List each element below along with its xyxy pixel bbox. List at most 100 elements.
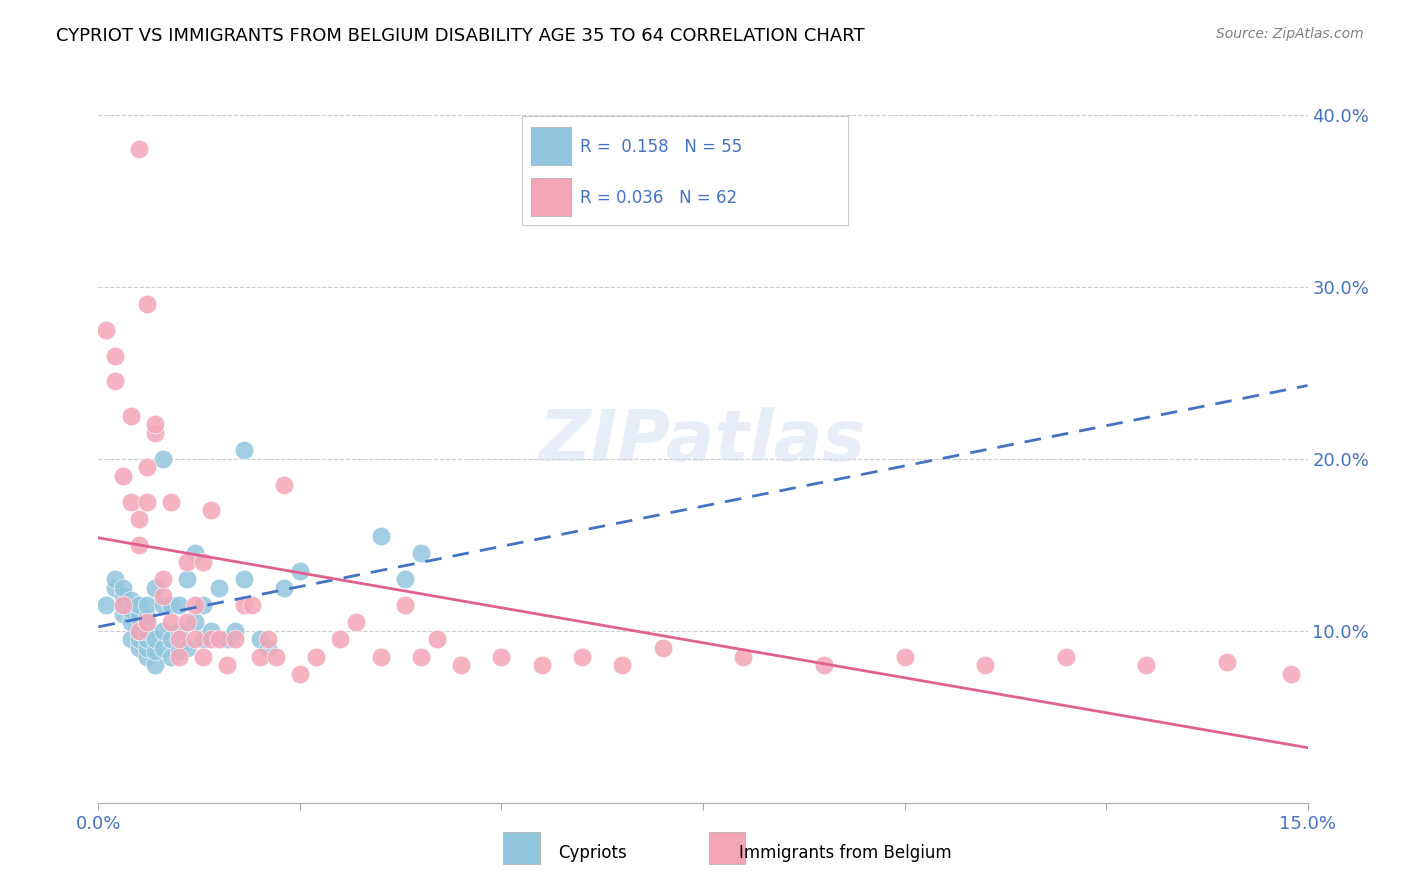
Point — [217, 658, 239, 673]
Point — [111, 469, 134, 483]
Point — [160, 632, 183, 647]
Point — [152, 624, 174, 638]
Point — [394, 598, 416, 612]
Point — [167, 624, 190, 638]
Point — [135, 615, 157, 630]
Point — [394, 572, 416, 586]
Point — [120, 409, 142, 423]
Point — [530, 658, 553, 673]
Point — [1135, 658, 1157, 673]
Point — [224, 624, 246, 638]
Point — [208, 581, 231, 595]
Point — [249, 632, 271, 647]
Point — [128, 142, 150, 156]
Point — [120, 592, 142, 607]
Point — [135, 632, 157, 647]
Point — [135, 640, 157, 655]
Point — [143, 417, 166, 432]
Point — [111, 607, 134, 621]
Point — [370, 529, 392, 543]
Point — [370, 649, 392, 664]
Point — [184, 546, 207, 560]
Point — [1281, 666, 1303, 681]
Point — [143, 644, 166, 658]
Point — [426, 632, 449, 647]
Point — [111, 590, 134, 604]
Point — [409, 546, 432, 560]
Point — [160, 494, 183, 508]
Point — [128, 598, 150, 612]
Point — [409, 649, 432, 664]
Point — [256, 632, 278, 647]
Point — [1216, 655, 1239, 669]
Point — [273, 581, 295, 595]
Point — [224, 632, 246, 647]
Point — [208, 632, 231, 647]
Point — [96, 323, 118, 337]
Point — [167, 649, 190, 664]
Point — [111, 598, 134, 612]
Point — [176, 615, 198, 630]
Point — [143, 581, 166, 595]
Point — [160, 649, 183, 664]
Point — [128, 624, 150, 638]
Point — [193, 632, 215, 647]
Bar — [709, 831, 745, 864]
Point — [193, 649, 215, 664]
Point — [232, 598, 254, 612]
Point — [103, 375, 125, 389]
Point — [135, 598, 157, 612]
Text: Cypriots: Cypriots — [558, 845, 627, 863]
Point — [152, 598, 174, 612]
Point — [256, 640, 278, 655]
Point — [813, 658, 835, 673]
Point — [167, 632, 190, 647]
Point — [329, 632, 352, 647]
Point — [974, 658, 997, 673]
Point — [111, 598, 134, 612]
Text: Source: ZipAtlas.com: Source: ZipAtlas.com — [1216, 27, 1364, 41]
Point — [184, 632, 207, 647]
Point — [152, 590, 174, 604]
Point — [232, 443, 254, 458]
Point — [143, 658, 166, 673]
Point — [344, 615, 367, 630]
Point — [450, 658, 472, 673]
Point — [249, 649, 271, 664]
Point — [135, 624, 157, 638]
Point — [103, 572, 125, 586]
Point — [120, 632, 142, 647]
Point — [305, 649, 328, 664]
Point — [571, 649, 593, 664]
Point — [143, 425, 166, 440]
Point — [135, 297, 157, 311]
Point — [128, 624, 150, 638]
Point — [200, 632, 222, 647]
Point — [120, 603, 142, 617]
Point — [103, 349, 125, 363]
Point — [176, 555, 198, 569]
Point — [143, 632, 166, 647]
Point — [167, 644, 190, 658]
Point — [96, 598, 118, 612]
Point — [128, 640, 150, 655]
Point — [128, 610, 150, 624]
Point — [193, 555, 215, 569]
Point — [273, 477, 295, 491]
Point — [240, 598, 263, 612]
Point — [733, 649, 755, 664]
Point — [167, 598, 190, 612]
Point — [103, 581, 125, 595]
Point — [160, 615, 183, 630]
Point — [217, 632, 239, 647]
Point — [120, 615, 142, 630]
Point — [264, 649, 287, 664]
Point — [135, 610, 157, 624]
Point — [651, 640, 673, 655]
Text: Immigrants from Belgium: Immigrants from Belgium — [740, 845, 952, 863]
Point — [111, 581, 134, 595]
Point — [491, 649, 513, 664]
Point — [152, 640, 174, 655]
Point — [128, 632, 150, 647]
Point — [160, 598, 183, 612]
